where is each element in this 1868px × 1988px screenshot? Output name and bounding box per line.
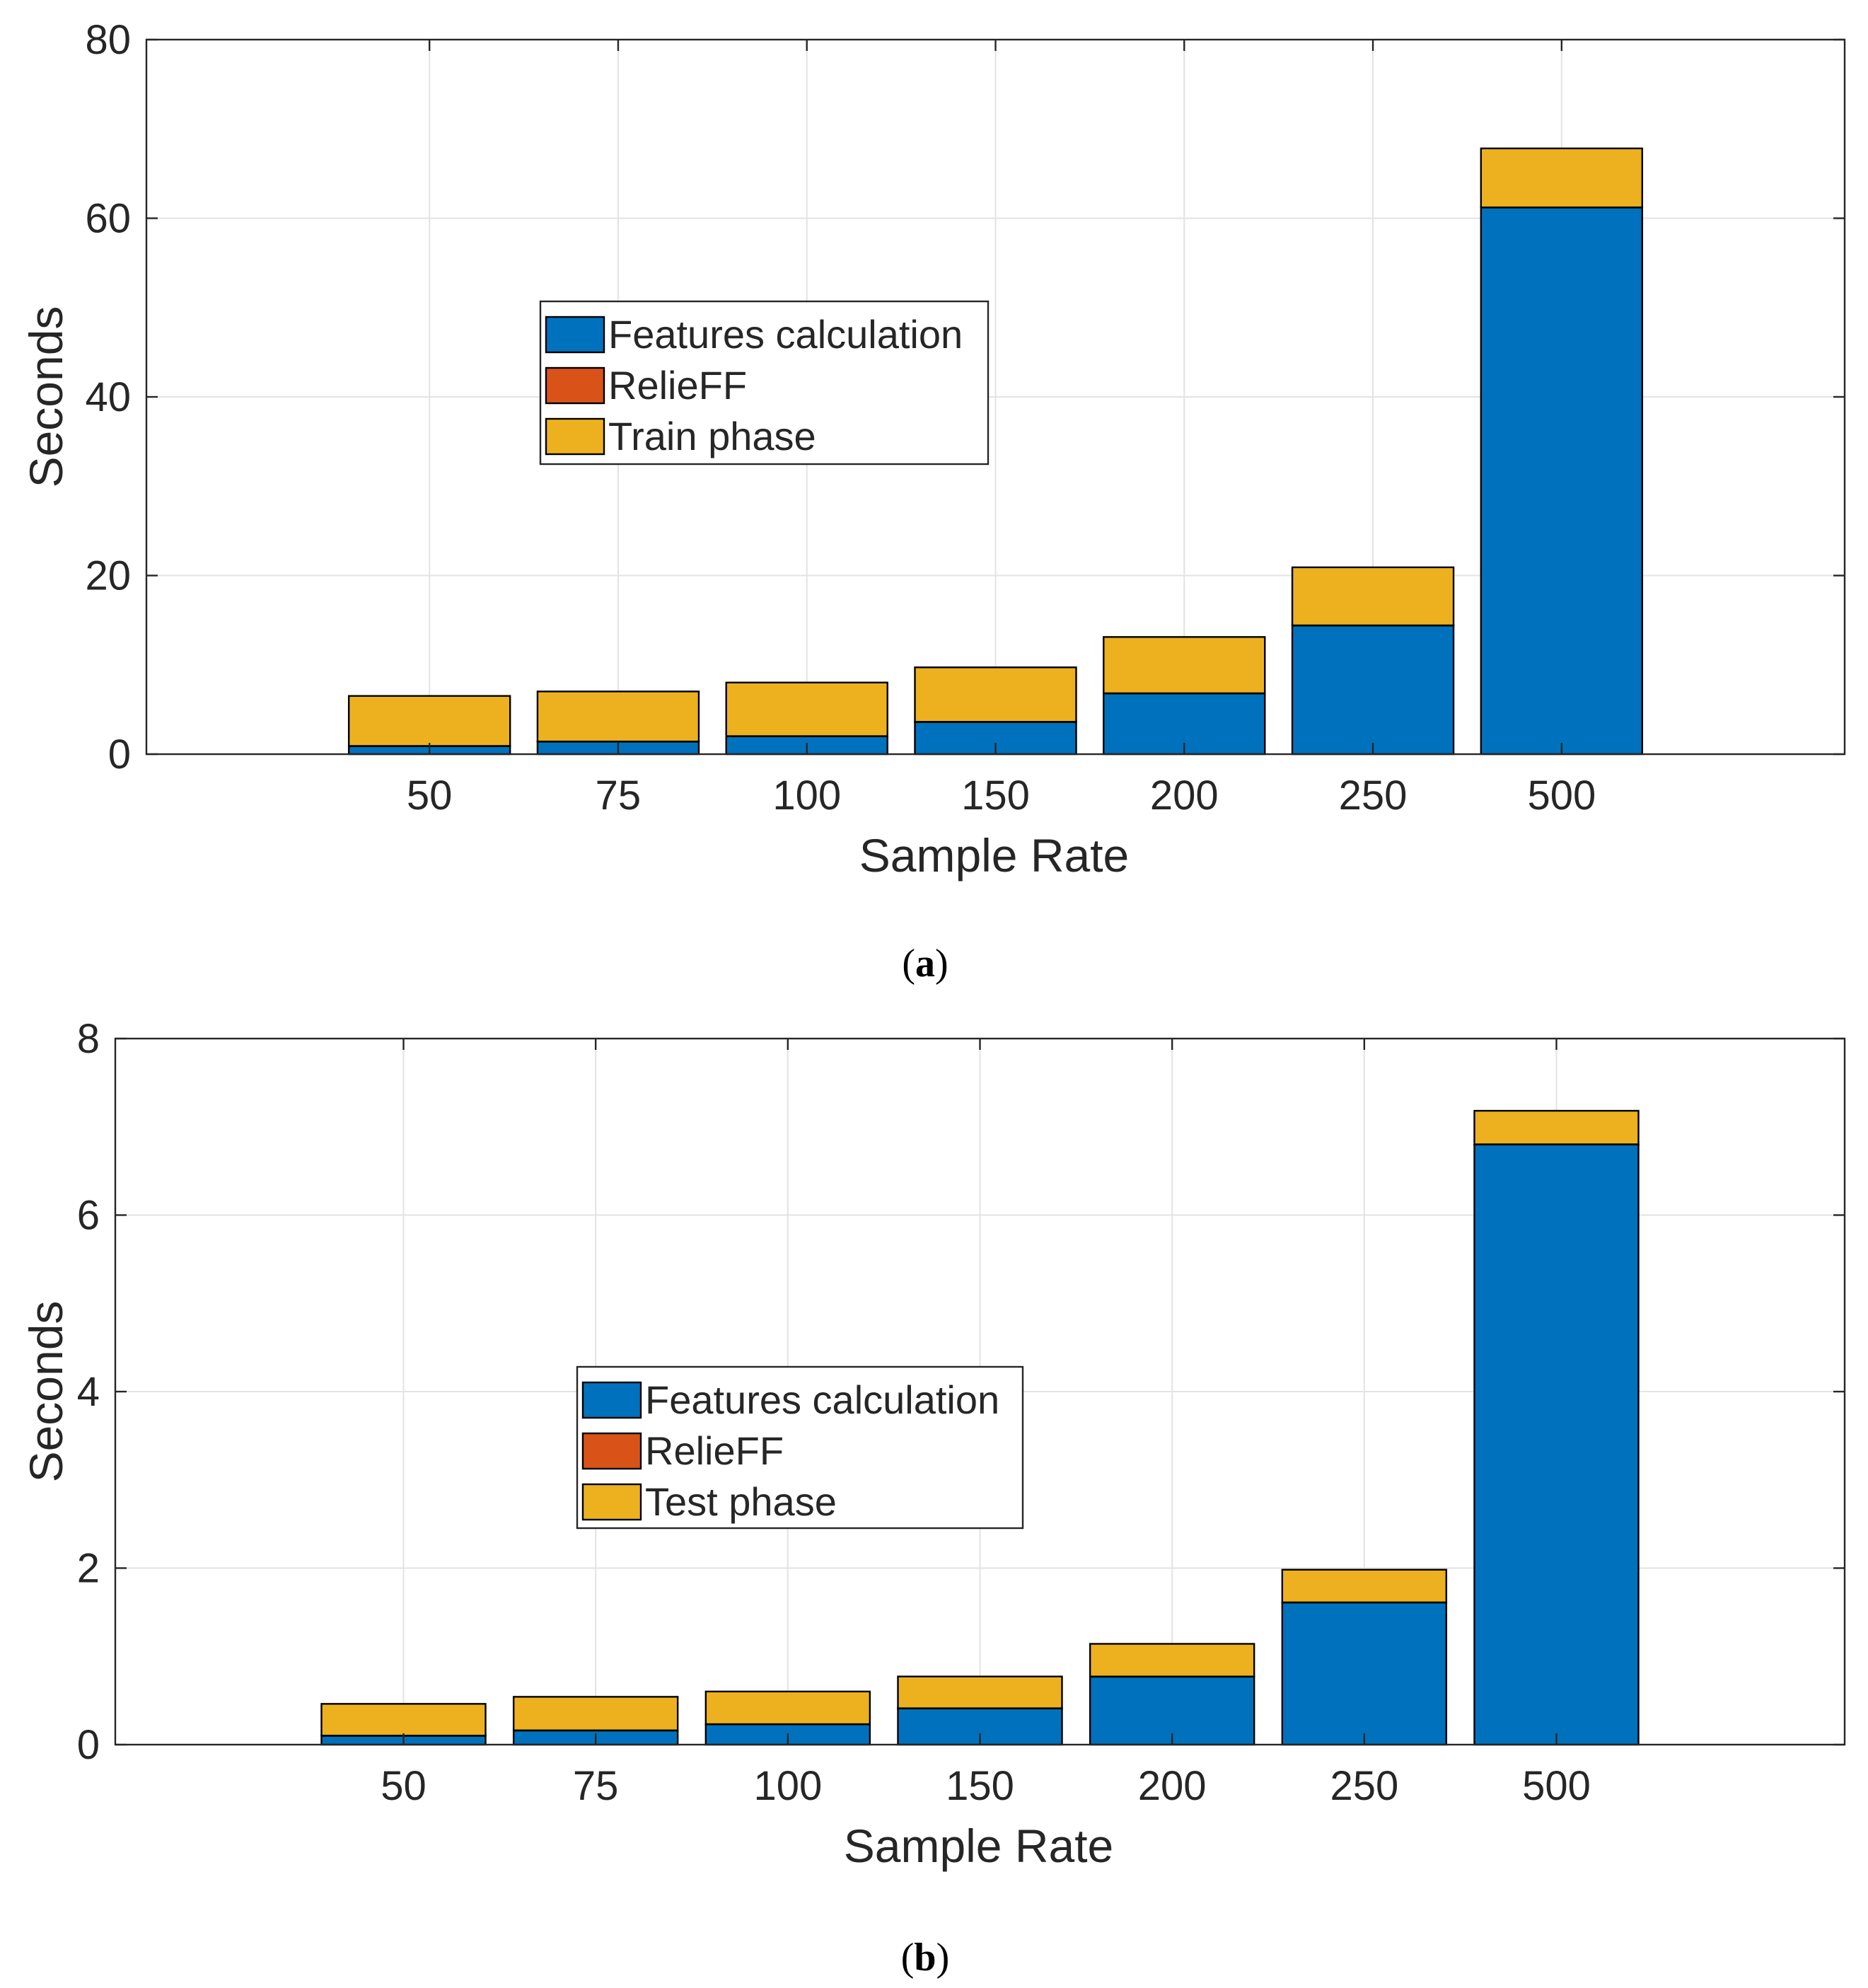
y-tick-label: 2	[77, 1546, 100, 1592]
legend: Features calculation RelieFF Test phase	[576, 1365, 1024, 1530]
x-tick-label: 100	[772, 773, 841, 819]
panel-caption-letter: b	[914, 1936, 936, 1980]
x-tick-label: 250	[1339, 773, 1408, 819]
bar-test-phase-150	[897, 1675, 1063, 1709]
bar-group	[320, 1109, 1640, 1746]
bar-test-phase-100	[704, 1690, 871, 1726]
bar-group	[347, 147, 1644, 756]
chart-panel-b: 0 2 4 6 8 50 75 100 150 200 250 500 Sample Rate Se…	[20, 1016, 1846, 1980]
x-tick-label: 200	[1138, 1763, 1207, 1809]
x-axis-label: Sample Rate	[844, 1820, 1114, 1872]
x-tick-label: 150	[946, 1763, 1014, 1809]
tick-marks	[115, 1037, 1845, 1746]
bar-test-phase-50	[320, 1703, 487, 1737]
y-tick-labels: 0 20 40 60 80	[85, 17, 131, 778]
x-tick-label: 50	[407, 773, 453, 819]
x-tick-label: 500	[1527, 773, 1596, 819]
x-tick-label: 200	[1150, 773, 1219, 819]
x-tick-label: 500	[1522, 1763, 1591, 1809]
panel-caption-letter: a	[915, 942, 935, 986]
bar-test-phase-200	[1089, 1643, 1255, 1677]
y-tick-label: 0	[77, 1722, 100, 1768]
x-tick-labels: 50 75 100 150 200 250 500	[381, 1763, 1591, 1809]
tick-marks	[146, 38, 1845, 756]
legend-entry-label: Features calculation	[608, 312, 963, 357]
legend-box	[576, 1365, 1024, 1530]
legend-swatch	[581, 1432, 642, 1470]
y-tick-label: 4	[77, 1369, 100, 1415]
bar-train-phase-200	[1103, 636, 1266, 695]
legend-box	[539, 300, 990, 466]
panel-caption: (a)	[902, 942, 948, 986]
bar-features-calculation-500	[1473, 1143, 1640, 1746]
legend-swatch	[545, 316, 605, 354]
y-tick-label: 80	[85, 17, 131, 63]
legend-entry-label: RelieFF	[608, 363, 747, 408]
bar-features-calculation-500	[1480, 207, 1644, 756]
panel-caption: (b)	[901, 1936, 949, 1980]
bar-test-phase-500	[1473, 1109, 1640, 1145]
bar-train-phase-250	[1291, 566, 1455, 627]
legend-swatch	[545, 366, 605, 405]
x-tick-label: 250	[1330, 1763, 1398, 1809]
x-tick-label: 150	[961, 773, 1030, 819]
x-tick-label: 75	[596, 773, 642, 819]
legend-swatch	[581, 1381, 642, 1419]
legend-entry-label: Train phase	[608, 414, 816, 458]
x-tick-label: 75	[573, 1763, 619, 1809]
chart-panel-a: 0 20 40 60 80 50 75 100 150 200 250 500 Sample Rat…	[20, 17, 1846, 986]
y-tick-labels: 0 2 4 6 8	[77, 1016, 100, 1768]
bar-test-phase-250	[1281, 1568, 1448, 1604]
bar-train-phase-100	[725, 681, 888, 737]
legend-entry-label: Test phase	[645, 1479, 837, 1524]
bar-features-calculation-250	[1281, 1601, 1448, 1746]
y-tick-label: 6	[77, 1193, 100, 1239]
bar-train-phase-75	[536, 690, 700, 743]
x-tick-label: 100	[753, 1763, 822, 1809]
legend-swatch	[545, 417, 605, 456]
bar-train-phase-150	[914, 666, 1077, 723]
legend-entry-label: RelieFF	[645, 1428, 784, 1473]
y-axis-label: Seconds	[20, 1301, 72, 1483]
y-tick-label: 40	[85, 374, 131, 420]
y-tick-label: 60	[85, 196, 131, 242]
bar-train-phase-500	[1480, 147, 1644, 209]
x-tick-labels: 50 75 100 150 200 250 500	[407, 773, 1596, 819]
bar-test-phase-75	[512, 1696, 679, 1731]
y-tick-label: 0	[108, 732, 131, 778]
x-tick-label: 50	[381, 1763, 427, 1809]
x-axis-label: Sample Rate	[859, 829, 1130, 882]
legend: Features calculation RelieFF Train phase	[539, 300, 990, 466]
y-axis-label: Seconds	[20, 306, 72, 488]
bar-features-calculation-250	[1291, 625, 1455, 756]
bar-train-phase-50	[347, 695, 511, 747]
y-tick-label: 8	[77, 1016, 100, 1062]
y-tick-label: 20	[85, 553, 131, 599]
legend-entry-label: Features calculation	[645, 1377, 999, 1422]
legend-swatch	[581, 1483, 642, 1521]
